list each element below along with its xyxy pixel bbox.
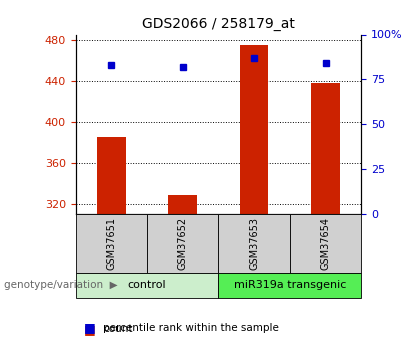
Text: percentile rank within the sample: percentile rank within the sample — [103, 323, 279, 333]
Text: miR319a transgenic: miR319a transgenic — [234, 280, 346, 290]
Text: genotype/variation  ▶: genotype/variation ▶ — [4, 280, 118, 290]
Title: GDS2066 / 258179_at: GDS2066 / 258179_at — [142, 17, 295, 31]
Text: ■: ■ — [84, 321, 96, 334]
Text: GSM37651: GSM37651 — [106, 217, 116, 270]
Bar — [168, 196, 197, 214]
Bar — [311, 83, 340, 214]
Bar — [240, 45, 268, 214]
Text: control: control — [128, 280, 166, 290]
Text: GSM37652: GSM37652 — [178, 217, 188, 270]
Text: GSM37653: GSM37653 — [249, 217, 259, 270]
Text: GSM37654: GSM37654 — [320, 217, 331, 270]
Text: ■: ■ — [84, 323, 96, 336]
Bar — [97, 137, 126, 214]
Text: count: count — [103, 325, 132, 334]
